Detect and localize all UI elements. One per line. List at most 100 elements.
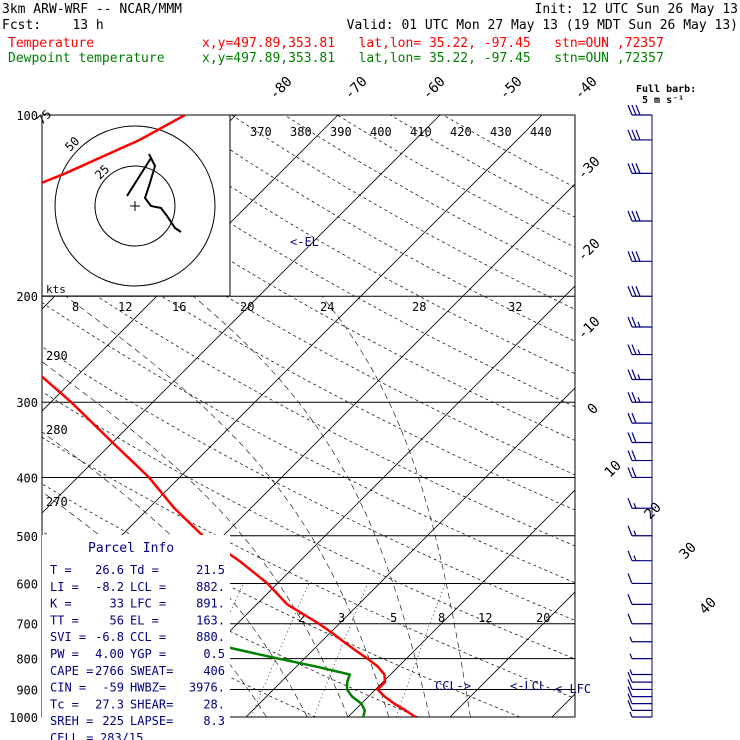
barb-legend-units: 5 m s⁻¹ <box>642 95 684 106</box>
barb-full <box>635 210 641 222</box>
wind-barb <box>627 104 652 116</box>
barb-full <box>627 700 633 711</box>
parcel-value: 882. <box>196 580 225 594</box>
barb-full <box>627 550 633 561</box>
mixing-ratio-label: 3 <box>338 611 345 625</box>
barb-full <box>631 369 637 380</box>
wind-barb <box>627 344 652 356</box>
parcel-key: SVI = <box>50 630 86 644</box>
el-annotation: <-EL <box>290 235 319 249</box>
parcel-key: T = <box>50 563 72 577</box>
parcel-key: SHEAR= <box>130 697 173 711</box>
wind-scale-label: 28 <box>412 300 426 314</box>
parcel-value: 8.3 <box>203 714 225 728</box>
barb-full <box>627 129 633 141</box>
wind-barb <box>627 412 652 424</box>
isotherm-label: -50 <box>497 74 526 103</box>
mixing-ratio-label: 20 <box>536 611 550 625</box>
wind-barb <box>627 210 652 222</box>
barb-full <box>635 251 641 262</box>
wind-barb <box>627 467 652 479</box>
dry-adiabat <box>284 115 575 279</box>
dry-adiabat <box>178 115 575 342</box>
wind-barb <box>629 711 652 718</box>
wind-barb <box>627 163 652 174</box>
pressure-label: 200 <box>16 290 38 304</box>
barb-full <box>627 679 633 690</box>
wind-barb <box>629 636 652 643</box>
wind-barb <box>627 594 652 605</box>
wind-scale-label: 16 <box>172 300 186 314</box>
wind-barb <box>627 671 652 683</box>
isotherm-line <box>245 387 575 717</box>
ccl-annotation: CCL-> <box>435 679 471 693</box>
barb-full <box>627 573 633 584</box>
theta-label: 430 <box>490 125 512 139</box>
parcel-key: CAPE = <box>50 664 93 678</box>
theta-label: 420 <box>450 125 472 139</box>
isotherm-label: -10 <box>575 314 604 343</box>
dry-adiabat <box>72 115 575 408</box>
model-title: 3km ARW-WRF -- NCAR/MMM <box>2 2 183 17</box>
parcel-value: 880. <box>196 630 225 644</box>
isotherm-line <box>143 285 575 717</box>
isotherm-line <box>449 591 575 717</box>
barb-full <box>627 163 633 174</box>
parcel-value: 21.5 <box>196 563 225 577</box>
wind-scale-label: 12 <box>118 300 132 314</box>
barb-full <box>631 210 637 222</box>
barb-half <box>637 397 641 403</box>
dry-adiabat <box>125 115 575 375</box>
forecast-hour: Fcst: 13 h <box>2 18 104 33</box>
wind-barb <box>629 653 652 660</box>
wind-scale-units: kts <box>46 283 66 296</box>
wind-barb <box>627 525 652 537</box>
barb-full <box>627 432 633 443</box>
parcel-value: 28. <box>203 697 225 711</box>
isotherm-label: 20 <box>642 500 665 523</box>
theta-label: 370 <box>250 125 272 139</box>
init-time: Init: 12 UTC Sun 26 May 13 <box>534 2 739 17</box>
barb-half <box>629 636 633 643</box>
barb-half <box>629 711 633 718</box>
parcel-value: 163. <box>196 613 225 627</box>
isotherm-line <box>42 115 441 514</box>
barb-full <box>627 412 633 424</box>
parcel-key: YGP = <box>130 647 166 661</box>
parcel-value: 27.3 <box>95 697 124 711</box>
parcel-value: 283/15 <box>100 731 143 740</box>
barb-full <box>627 104 633 116</box>
pressure-label: 400 <box>16 471 38 485</box>
parcel-key: CCL = <box>130 630 166 644</box>
isotherm-line <box>42 115 543 616</box>
parcel-key: SREH = <box>50 714 93 728</box>
wind-barb <box>627 613 652 625</box>
dry-adiabat <box>231 115 575 310</box>
barb-full <box>627 251 633 262</box>
mixing-ratio-label: 8 <box>438 611 445 625</box>
temperature-profile <box>42 115 417 717</box>
pressure-label: 600 <box>16 577 38 591</box>
parcel-value: -8.2 <box>95 580 124 594</box>
wind-barb <box>627 129 652 141</box>
isotherm-label: -70 <box>342 74 371 103</box>
parcel-key: TT = <box>50 613 79 627</box>
valid-time: Valid: 01 UTC Mon 27 May 13 (19 MDT Sun … <box>346 18 738 33</box>
dry-adiabat <box>42 346 575 621</box>
theta-label: 440 <box>530 125 552 139</box>
barb-half <box>637 349 641 355</box>
theta-label: 270 <box>46 495 68 509</box>
hodograph-trace <box>126 153 182 233</box>
pressure-label: 1000 <box>9 711 38 725</box>
barb-full <box>627 369 633 380</box>
theta-label: 290 <box>46 349 68 363</box>
barb-full <box>631 129 637 141</box>
dry-adiabat <box>442 115 575 188</box>
isotherm-label: -40 <box>572 74 601 103</box>
moist-adiabat <box>321 296 471 717</box>
isotherm-label: 0 <box>585 401 602 418</box>
legend-dewpoint-info: x,y=497.89,353.81 lat,lon= 35.22, -97.45… <box>202 51 664 66</box>
wind-barb <box>627 693 652 705</box>
barb-full <box>627 686 633 697</box>
wind-barb <box>627 573 652 585</box>
